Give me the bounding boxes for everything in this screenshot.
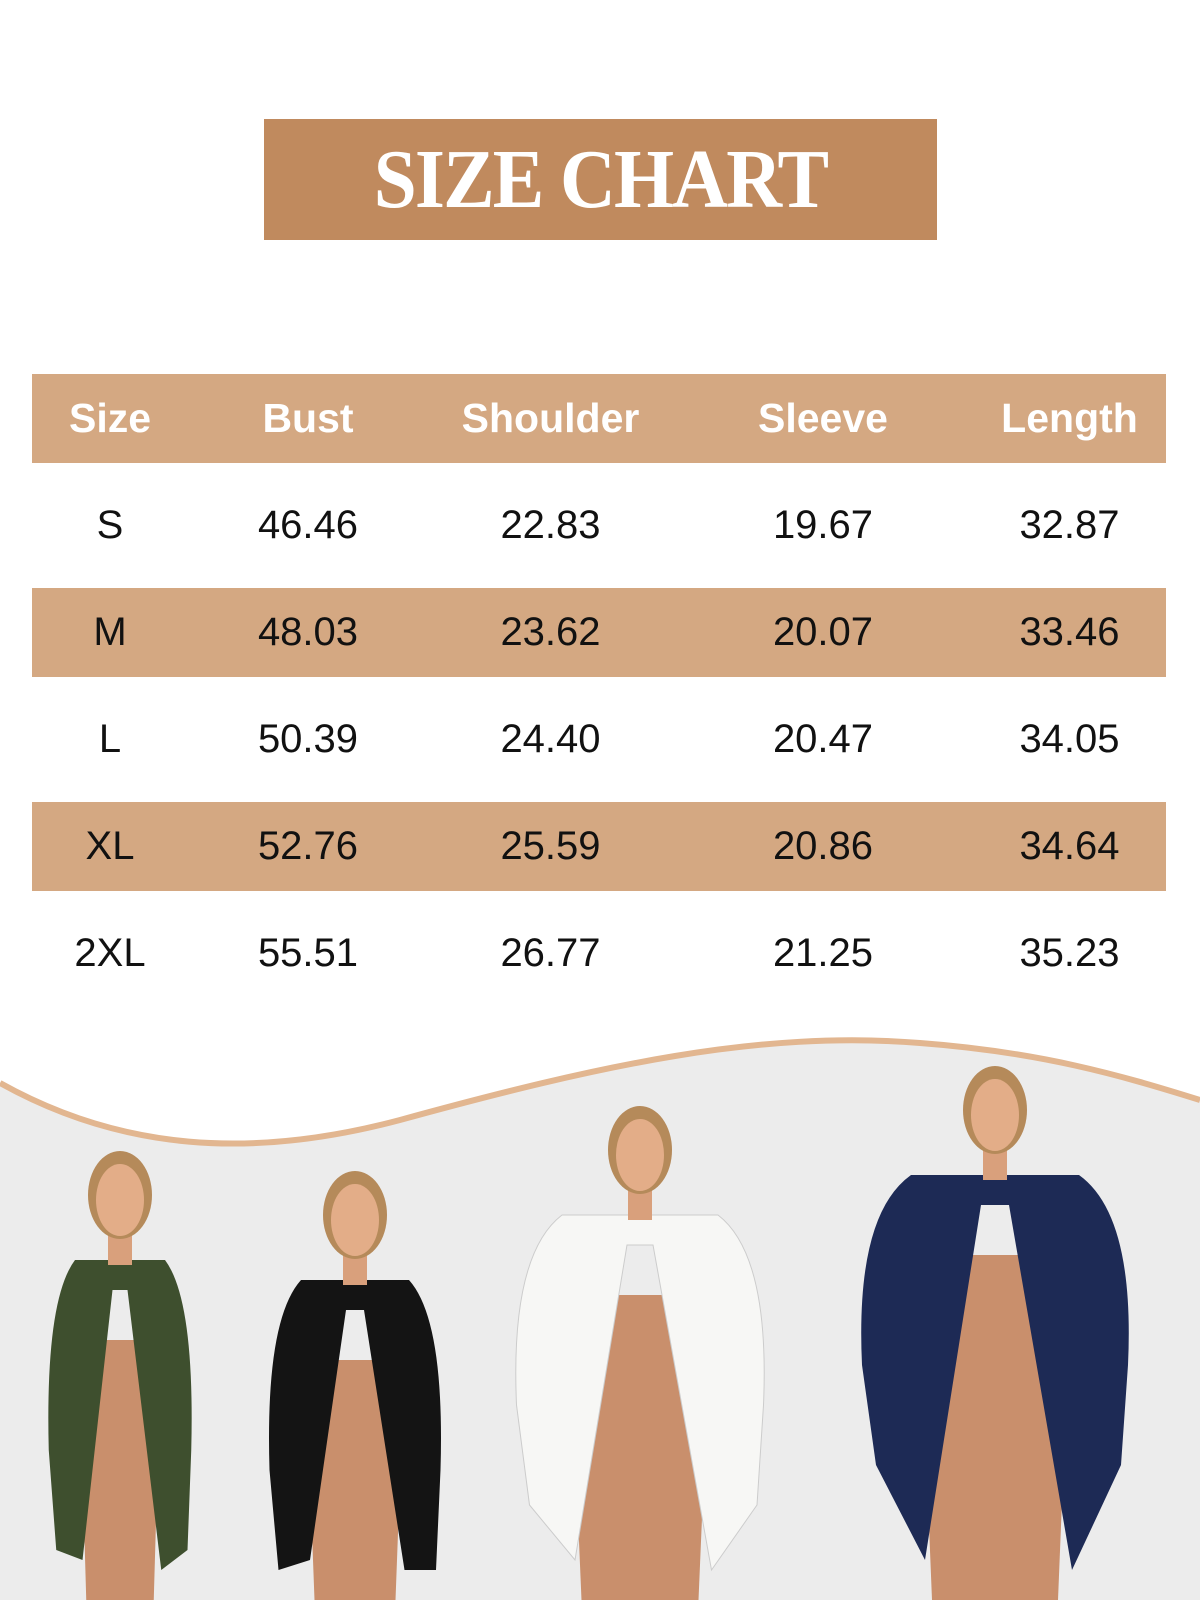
cell-sleeve: 20.07	[772, 610, 874, 654]
model-face	[616, 1119, 664, 1191]
header-size: Size	[68, 395, 152, 441]
title-banner: SIZE CHART	[264, 119, 937, 240]
size-table: Size Bust Shoulder Sleeve Length S 46.46 2…	[32, 374, 1166, 1016]
model-shirt	[269, 1280, 441, 1570]
cell-sleeve: 20.86	[772, 824, 874, 868]
cell-size: XL	[85, 824, 135, 868]
cell-size: 2XL	[74, 931, 146, 975]
model-shirt	[48, 1260, 192, 1570]
model-photos	[0, 1037, 1200, 1600]
header-length: Length	[1001, 395, 1138, 441]
cell-bust: 48.03	[257, 610, 359, 654]
table-row: XL 52.76 25.59 20.86 34.64	[32, 802, 1166, 891]
model-face	[331, 1184, 379, 1256]
cell-sleeve: 19.67	[772, 503, 874, 547]
cell-length: 32.87	[1019, 503, 1120, 547]
table-row: S 46.46 22.83 19.67 32.87	[32, 463, 1166, 588]
cell-bust: 55.51	[257, 931, 359, 975]
header-bust: Bust	[262, 395, 354, 441]
model-legs	[305, 1360, 405, 1600]
header-sleeve: Sleeve	[758, 395, 888, 441]
wave-divider	[0, 1037, 1200, 1147]
cell-bust: 52.76	[257, 824, 359, 868]
cell-size: L	[98, 717, 122, 761]
cell-shoulder: 25.59	[500, 824, 601, 868]
table-row: L 50.39 24.40 20.47 34.05	[32, 677, 1166, 802]
cell-shoulder: 23.62	[500, 610, 601, 654]
cell-length: 33.46	[1019, 610, 1120, 654]
cell-length: 35.23	[1019, 931, 1120, 975]
model-face	[971, 1079, 1019, 1151]
cell-length: 34.64	[1019, 824, 1120, 868]
table-header-row: Size Bust Shoulder Sleeve Length	[32, 374, 1166, 463]
cell-size: S	[96, 503, 124, 547]
cell-bust: 50.39	[257, 717, 359, 761]
table-row: 2XL 55.51 26.77 21.25 35.23	[32, 891, 1166, 1016]
cell-sleeve: 21.25	[772, 931, 874, 975]
header-shoulder: Shoulder	[461, 395, 640, 441]
cell-shoulder: 26.77	[500, 931, 601, 975]
cell-size: M	[93, 610, 127, 654]
cell-sleeve: 20.47	[772, 717, 874, 761]
table-row: M 48.03 23.62 20.07 33.46	[32, 588, 1166, 677]
model-shirt	[515, 1214, 765, 1572]
page-title: SIZE CHART	[373, 133, 829, 226]
cell-length: 34.05	[1019, 717, 1120, 761]
cell-shoulder: 24.40	[500, 717, 601, 761]
cell-shoulder: 22.83	[500, 503, 601, 547]
cell-bust: 46.46	[257, 503, 359, 547]
model-shirt	[861, 1175, 1129, 1570]
model-face	[96, 1164, 144, 1236]
